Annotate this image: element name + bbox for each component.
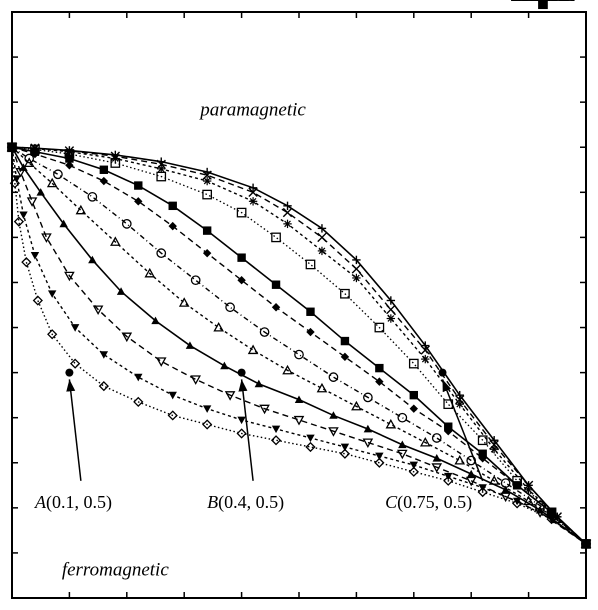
series-omega-4 [8, 143, 590, 548]
annotation-label-C: C(0.75, 0.5) [385, 492, 472, 513]
series-omega-8 [8, 143, 590, 548]
region-label-ferromagnetic: ferromagnetic [62, 559, 170, 580]
phase-diagram-chart: ω = 10ω = 8ω = 4ω = 2ω = 1ω = 0.8ω = 0.5… [0, 0, 598, 610]
legend-label: ω = 0.001 [438, 0, 506, 4]
series-omega-0.1 [8, 144, 590, 548]
series-omega-0.4 [8, 143, 590, 547]
series-omega-0.01 [8, 144, 590, 548]
series-omega-0.8 [8, 143, 590, 548]
annotation-label-B: B(0.4, 0.5) [207, 492, 284, 513]
region-label-paramagnetic: paramagnetic [198, 100, 306, 121]
series-omega-2 [8, 143, 590, 548]
series-omega-10 [8, 143, 590, 548]
series-omega-1 [8, 143, 590, 548]
series-omega-0.001 [8, 143, 590, 548]
series-omega-0.5 [8, 143, 590, 548]
annotation-label-A: A(0.1, 0.5) [34, 492, 112, 513]
chart-svg: ω = 10ω = 8ω = 4ω = 2ω = 1ω = 0.8ω = 0.5… [0, 0, 598, 610]
annotation-point-A: A(0.1, 0.5) [34, 369, 112, 513]
